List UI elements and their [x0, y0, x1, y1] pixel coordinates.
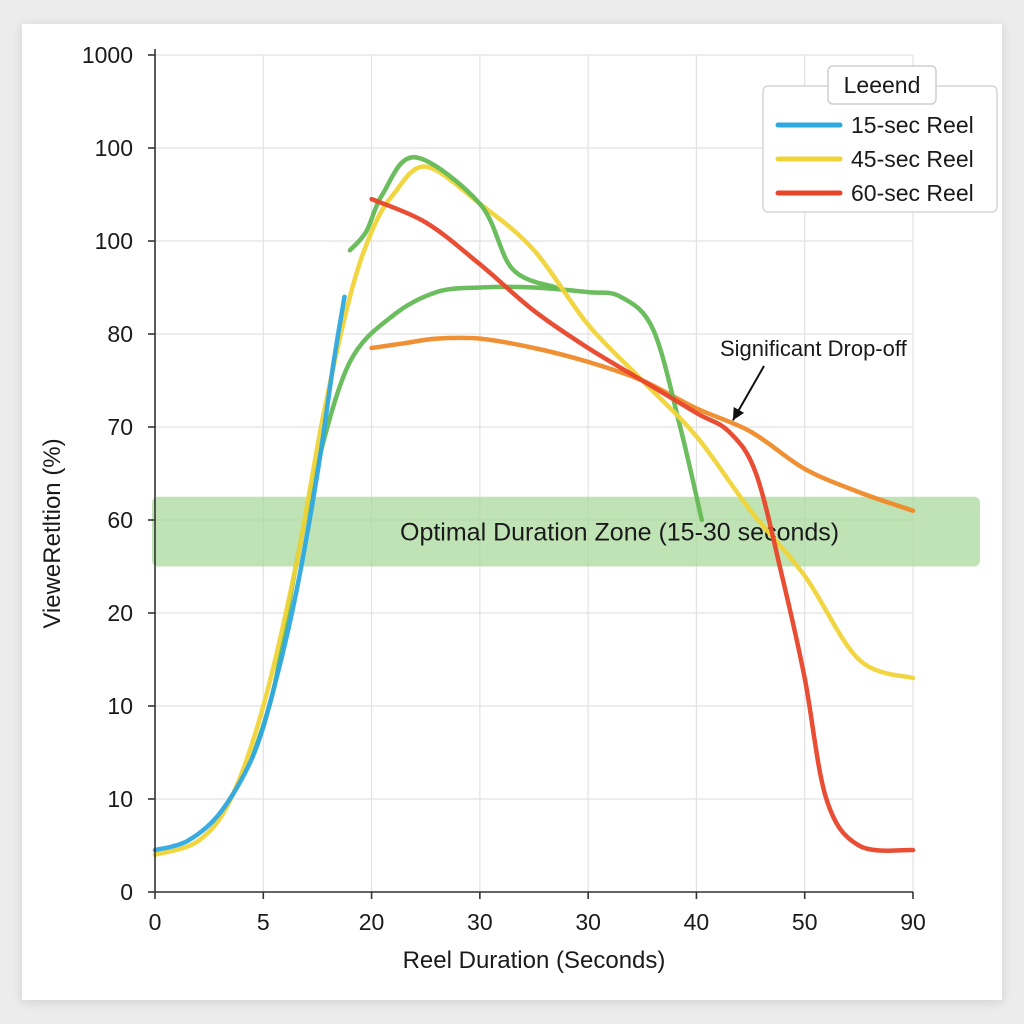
y-tick-label: 1000 — [82, 42, 133, 68]
line-chart: Optimal Duration Zone (15-30 seconds) 0 1… — [39, 42, 998, 974]
y-tick-label: 20 — [107, 600, 133, 626]
y-tick-label: 10 — [107, 786, 133, 812]
x-tick-label: 0 — [149, 909, 162, 935]
x-tick-label: 20 — [359, 909, 385, 935]
legend-label: 60-sec Reel — [851, 180, 974, 206]
annotation-arrowhead-icon — [732, 406, 745, 421]
y-axis-title: ViewеRetltion (%) — [39, 438, 66, 628]
chart-card: Optimal Duration Zone (15-30 seconds) 0 1… — [22, 24, 1002, 1000]
series-line-unlabeled-orange — [369, 335, 916, 513]
legend-title: Leeend — [844, 72, 921, 98]
legend: Leeend 15-sec Reel 45-sec Reel 60-sec Reel — [762, 65, 998, 213]
legend-items: 15-sec Reel 45-sec Reel 60-sec Reel — [775, 112, 974, 206]
series-line-unlabeled-green-peak — [347, 155, 558, 290]
legend-label: 15-sec Reel — [851, 112, 974, 138]
x-tick-label: 30 — [467, 909, 493, 935]
x-tick-label: 50 — [792, 909, 818, 935]
y-tick-label: 100 — [95, 228, 133, 254]
drop-off-annotation: Significant Drop-off — [720, 336, 908, 421]
y-tick-label: 70 — [107, 414, 133, 440]
y-tick-label: 10 — [107, 693, 133, 719]
tick-labels: 0 10 10 20 60 70 80 100 100 1000 0 5 20 30 30 40 50 90 — [82, 42, 926, 935]
x-tick-label: 5 — [257, 909, 270, 935]
series-line-15-sec-reel — [152, 294, 347, 853]
axes — [148, 49, 914, 899]
annotation-label: Significant Drop-off — [720, 336, 908, 361]
series-group — [152, 155, 916, 858]
y-tick-label: 80 — [107, 321, 133, 347]
x-tick-label: 90 — [900, 909, 926, 935]
optimal-zone: Optimal Duration Zone (15-30 seconds) — [152, 496, 980, 567]
legend-title-box — [827, 65, 937, 105]
series-line-45-sec-reel — [152, 164, 916, 858]
series-line-60-sec-reel — [369, 196, 916, 853]
x-axis-title: Reel Duration (Seconds) — [403, 947, 666, 974]
y-tick-label: 0 — [120, 879, 133, 905]
y-tick-label: 60 — [107, 507, 133, 533]
y-tick-label: 100 — [95, 135, 133, 161]
x-tick-label: 40 — [684, 909, 710, 935]
optimal-zone-band — [152, 496, 980, 567]
legend-label: 45-sec Reel — [851, 146, 974, 172]
x-tick-label: 30 — [575, 909, 601, 935]
